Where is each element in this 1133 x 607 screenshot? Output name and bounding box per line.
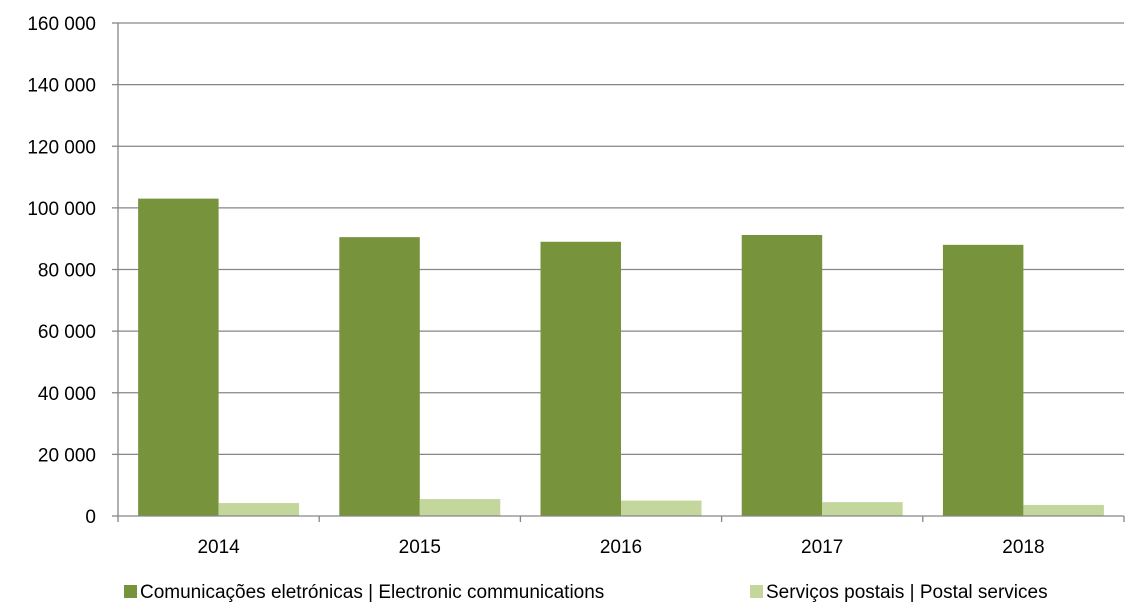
x-tick-label: 2016 — [600, 537, 642, 558]
y-tick-label: 20 000 — [38, 445, 96, 466]
bar-electronic-communications-2017 — [741, 234, 823, 517]
bar-postal-services-2018 — [1023, 504, 1104, 516]
x-tick-label: 2017 — [801, 537, 843, 558]
y-tick-label: 40 000 — [38, 384, 96, 405]
legend-swatch-electronic-communications — [124, 585, 137, 598]
legend-label-electronic-communications: Comunicações eletrónicas | Electronic co… — [140, 582, 604, 603]
y-tick-label: 80 000 — [38, 261, 96, 282]
bar-postal-services-2016 — [621, 500, 702, 516]
y-tick-label: 140 000 — [27, 76, 96, 97]
bar-electronic-communications-2014 — [138, 198, 219, 516]
bar-electronic-communications-2015 — [339, 237, 420, 516]
x-tick-label: 2015 — [399, 537, 441, 558]
bar-postal-services-2014 — [218, 503, 300, 516]
x-tick-label: 2014 — [197, 537, 240, 558]
bar-electronic-communications-2016 — [540, 241, 621, 517]
y-tick-label: 160 000 — [27, 14, 96, 35]
y-tick-label: 100 000 — [27, 199, 96, 220]
y-tick-labels: 0 20 000 40 000 60 000 80 000 100 000 120 000 1… — [27, 14, 96, 528]
bar-postal-services-2017 — [822, 502, 903, 516]
x-tick-labels: 2014 2015 2016 2017 2018 — [197, 537, 1044, 558]
legend: Comunicações eletrónicas | Electronic co… — [124, 582, 1048, 603]
bars — [138, 198, 1104, 517]
bar-electronic-communications-2018 — [942, 244, 1024, 516]
legend-label-postal-services: Serviços postais | Postal services — [766, 582, 1048, 603]
y-tick-label: 0 — [85, 507, 96, 528]
legend-swatch-postal-services — [750, 585, 763, 598]
y-tick-label: 120 000 — [27, 137, 96, 158]
x-tick-label: 2018 — [1002, 537, 1044, 558]
y-tick-label: 60 000 — [38, 322, 96, 343]
bar-postal-services-2015 — [419, 499, 501, 516]
axes — [112, 22, 1125, 522]
